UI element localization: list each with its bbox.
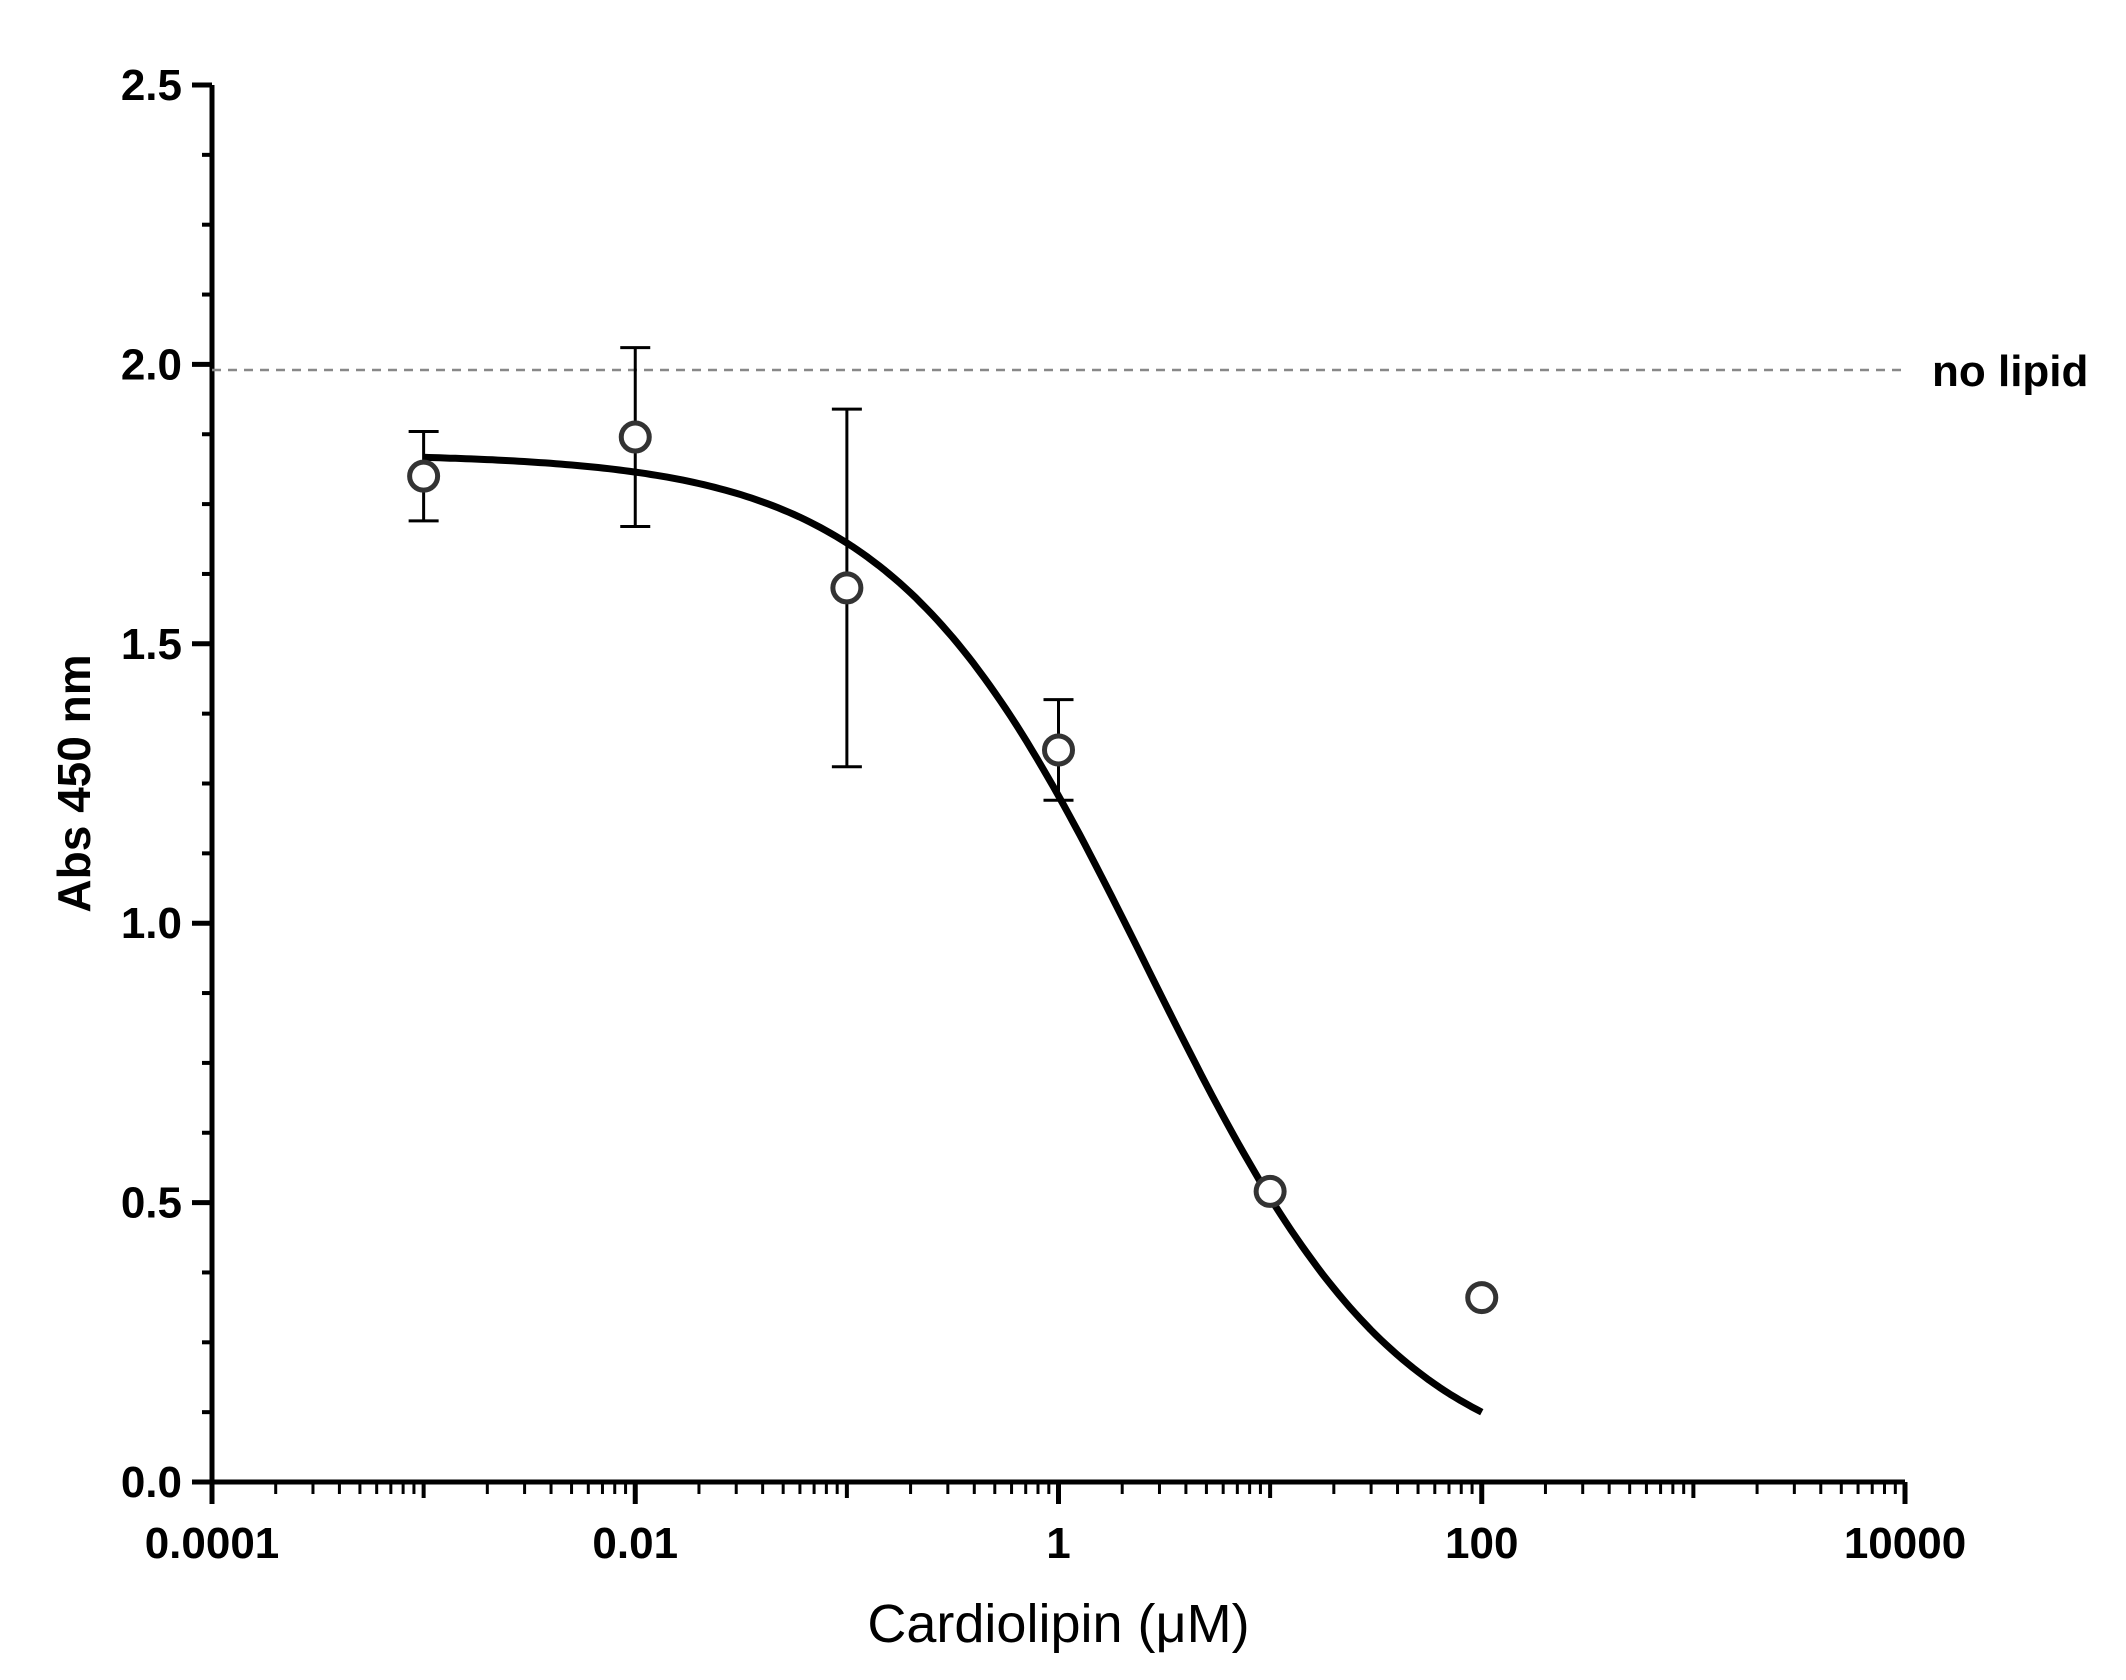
data-point (1042, 733, 1075, 767)
y-tick-label: 2.5 (121, 61, 182, 110)
x-tick-label: 10000 (1844, 1519, 1966, 1568)
data-point (830, 571, 864, 605)
data-point (1253, 1174, 1287, 1208)
y-tick-label: 0.5 (121, 1179, 182, 1228)
data-point (407, 459, 441, 493)
data-point (1465, 1281, 1499, 1315)
x-tick-label: 1 (1046, 1519, 1070, 1568)
y-tick-label: 2.0 (121, 340, 182, 389)
reference-line-label: no lipid (1932, 347, 2088, 396)
fit-curve (423, 453, 1484, 1416)
x-axis-title: Cardiolipin (μM) (867, 1594, 1249, 1654)
y-tick-label: 1.5 (121, 620, 182, 669)
y-axis-title: Abs 450 nm (48, 654, 100, 912)
plot-area: 0.0 0.5 1.0 1.5 2.0 2.5 0.0001 0.01 1 100 10000 (121, 61, 1966, 1568)
y-tick-label: 0.0 (121, 1458, 182, 1507)
data-point (618, 420, 652, 454)
x-tick-label: 0.01 (592, 1519, 678, 1568)
y-tick-label: 1.0 (121, 899, 182, 948)
x-tick-label: 100 (1445, 1519, 1518, 1568)
x-tick-label: 0.0001 (145, 1519, 280, 1568)
